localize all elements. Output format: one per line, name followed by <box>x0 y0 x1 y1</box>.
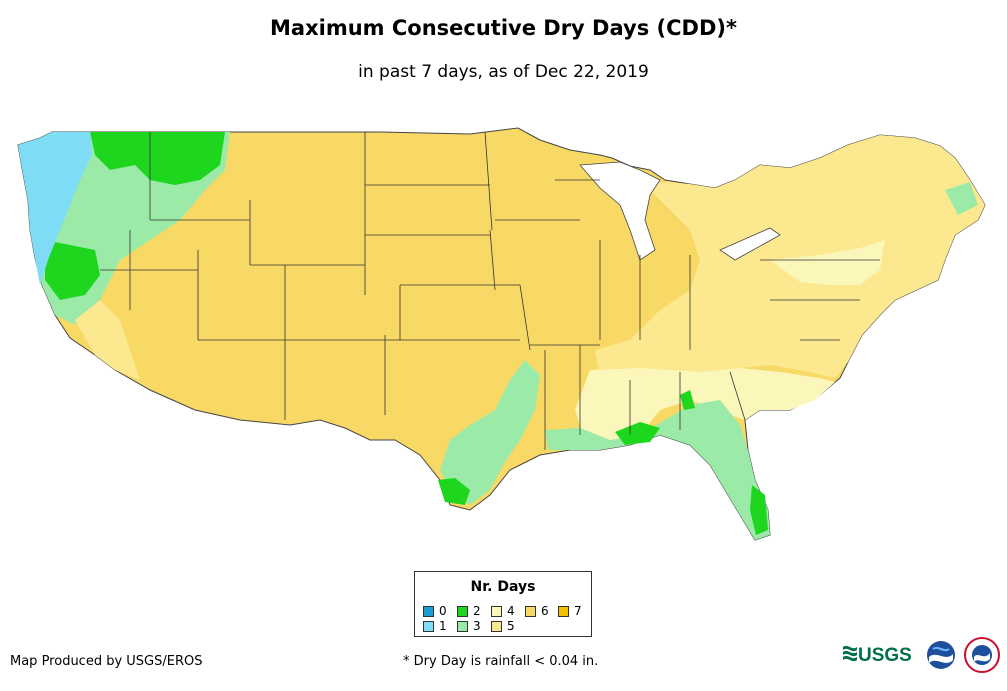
legend-item-1: 1 <box>423 619 447 633</box>
lake-erie <box>719 227 781 261</box>
legend: Nr. Days 0 1 2 3 4 5 6 7 <box>414 571 592 637</box>
legend-swatch-6 <box>525 605 536 617</box>
usgs-logo-text: USGS <box>858 645 912 666</box>
texas-3-days <box>440 360 540 505</box>
us-dry-days-map <box>17 127 986 541</box>
usgs-logo: USGS <box>843 645 912 666</box>
legend-item-5: 5 <box>491 619 515 633</box>
legend-item-3: 3 <box>457 619 481 633</box>
legend-swatch-3 <box>457 620 468 632</box>
gulf-coast-2-days <box>615 422 660 445</box>
legend-label-5: 5 <box>507 619 515 633</box>
legend-title: Nr. Days <box>470 579 536 595</box>
legend-swatch-2 <box>457 605 468 617</box>
northern-california-2-days <box>45 240 100 300</box>
dry-day-footnote: * Dry Day is rainfall < 0.04 in. <box>403 654 599 669</box>
legend-label-1: 1 <box>439 619 447 633</box>
legend-label-2: 2 <box>473 604 481 618</box>
legend-label-4: 4 <box>507 604 515 618</box>
legend-label-7: 7 <box>574 604 582 618</box>
map-credit: Map Produced by USGS/EROS <box>10 654 203 669</box>
map-subtitle: in past 7 days, as of Dec 22, 2019 <box>358 62 649 82</box>
state-boundaries <box>100 131 880 450</box>
noaa-logo <box>927 641 955 669</box>
legend-swatch-7 <box>558 605 569 617</box>
texas-coast-2-days <box>438 478 470 505</box>
legend-item-2: 2 <box>457 604 481 618</box>
legend-item-4: 4 <box>491 604 515 618</box>
nws-logo <box>964 637 1000 673</box>
georgia-2-days <box>680 390 695 410</box>
legend-item-7: 7 <box>558 604 582 618</box>
legend-label-6: 6 <box>541 604 549 618</box>
pacific-coast-1-day <box>18 132 92 285</box>
legend-swatch-0 <box>423 605 434 617</box>
map-title: Maximum Consecutive Dry Days (CDD)* <box>270 16 737 40</box>
legend-item-0: 0 <box>423 604 447 618</box>
east-region-4-5-days <box>595 135 985 378</box>
legend-swatch-4 <box>491 605 502 617</box>
northeast-region-4-days <box>770 240 885 285</box>
new-england-3-days <box>945 182 978 215</box>
legend-label-3: 3 <box>473 619 481 633</box>
florida-2-days <box>750 485 768 535</box>
legend-swatch-5 <box>491 620 502 632</box>
great-lakes <box>579 161 661 261</box>
west-green-2-days <box>90 132 225 185</box>
legend-label-0: 0 <box>439 604 447 618</box>
legend-item-6: 6 <box>525 604 549 618</box>
california-4-5-days <box>75 300 140 380</box>
legend-swatch-1 <box>423 620 434 632</box>
southeast-3-days <box>545 400 770 540</box>
